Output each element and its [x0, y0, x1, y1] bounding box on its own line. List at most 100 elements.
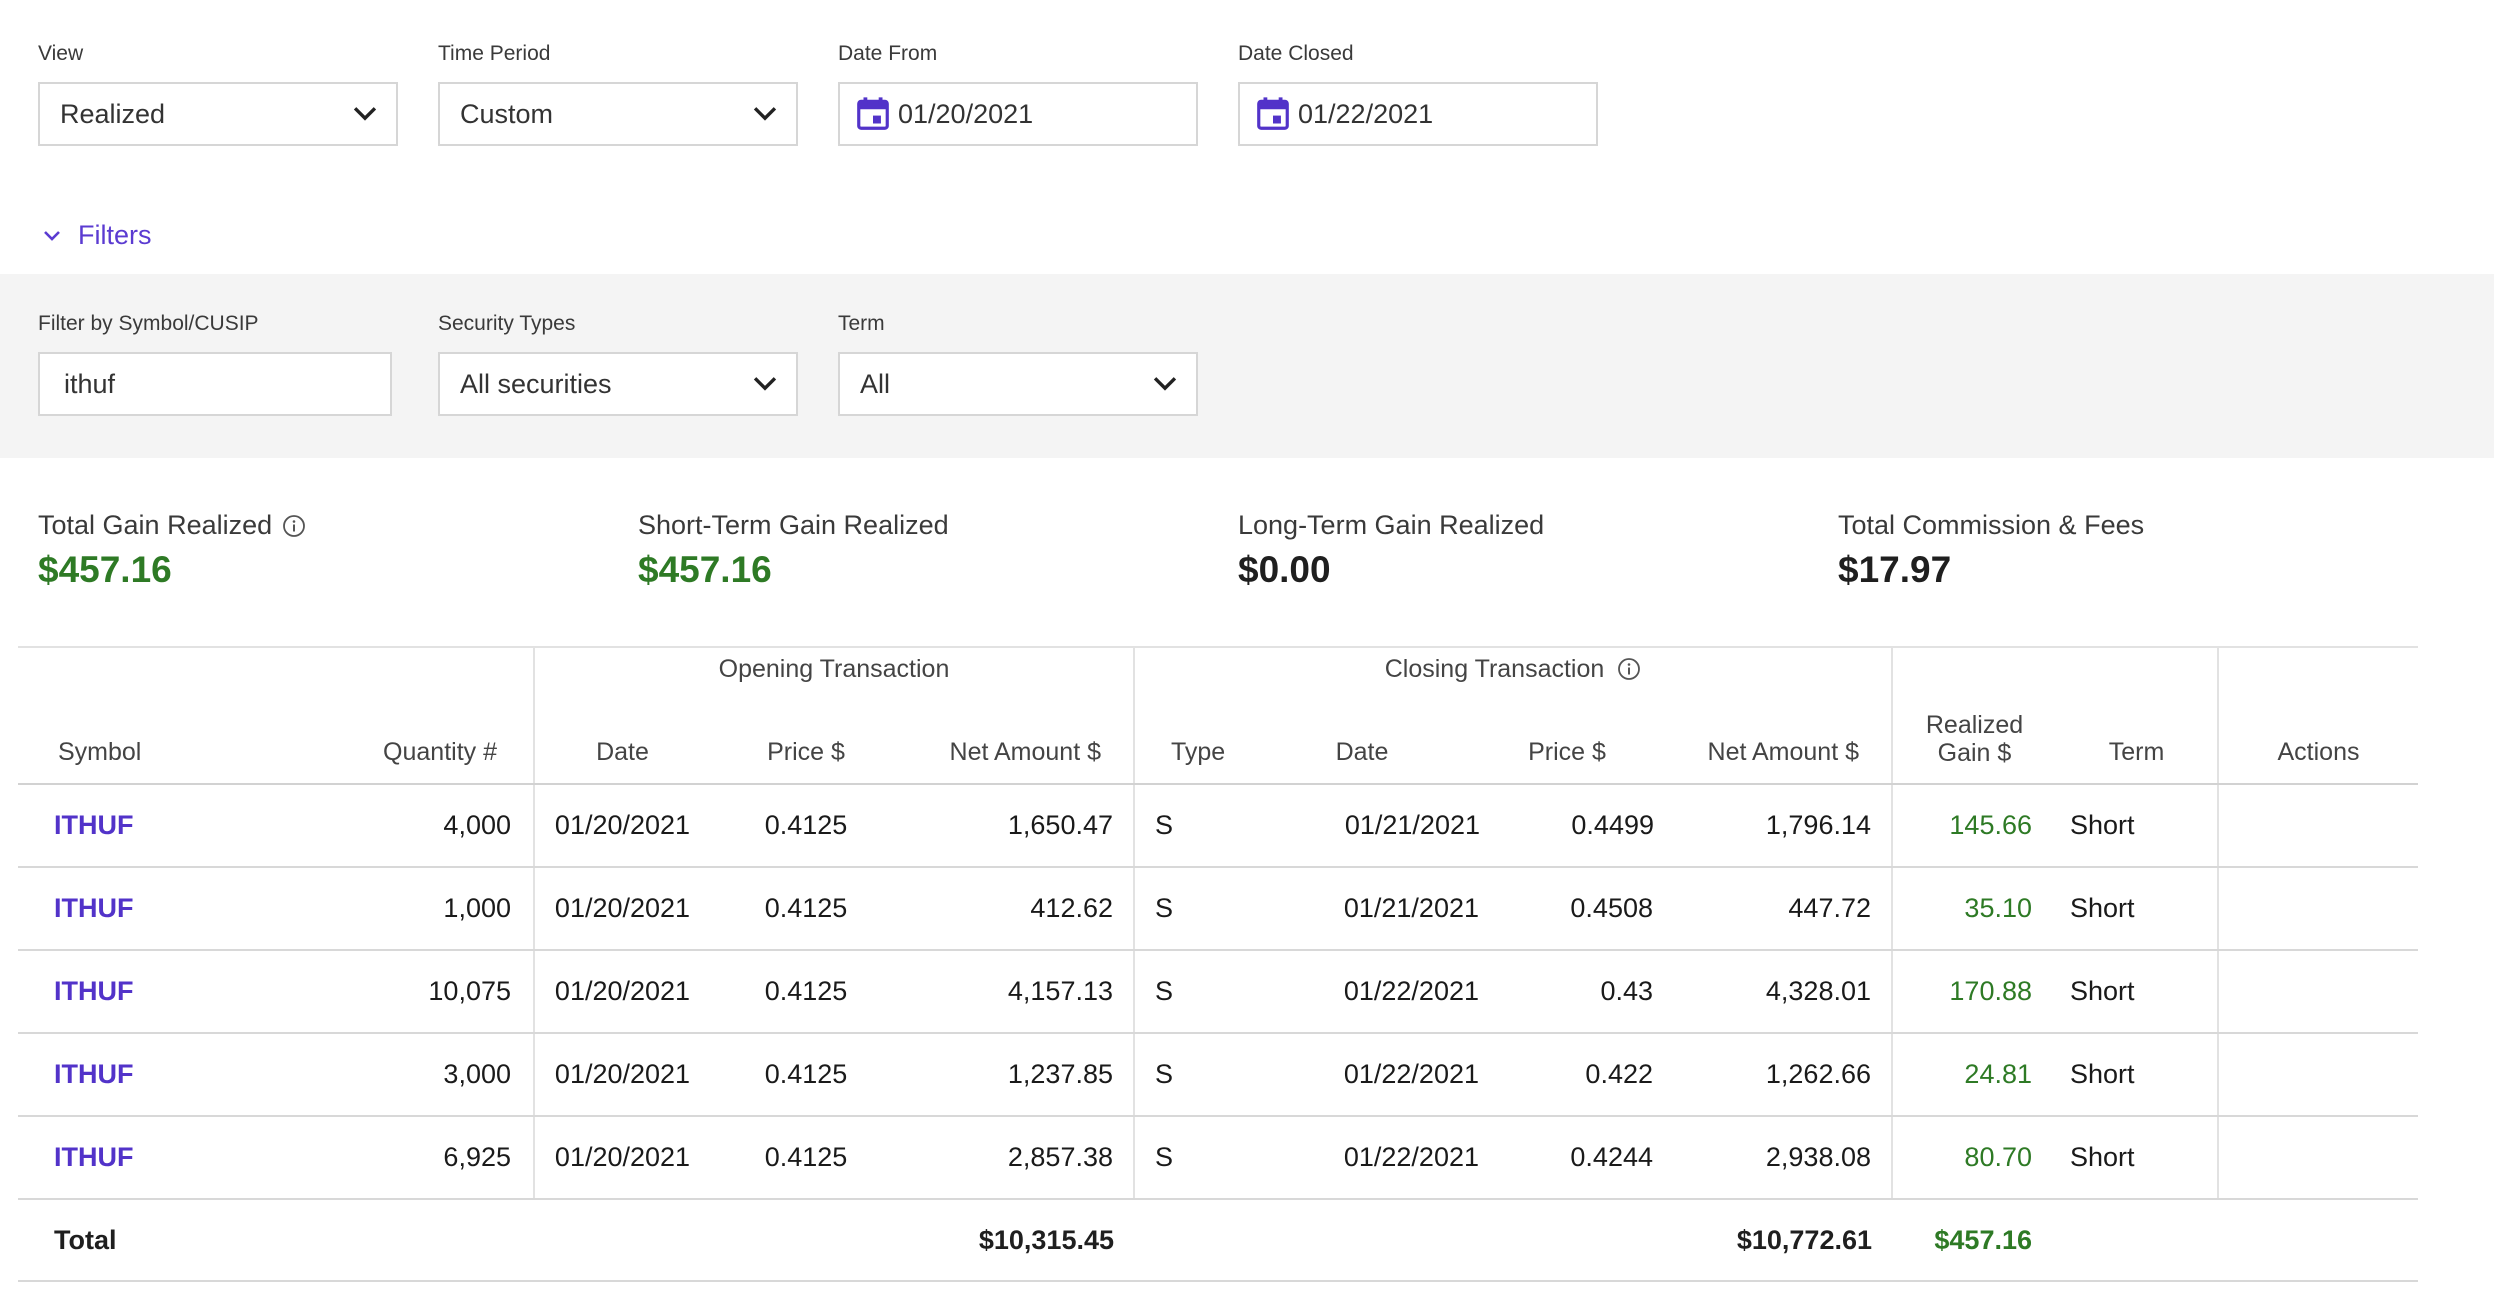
- term-cell: Short: [2056, 950, 2218, 1034]
- long-term-value: $0.00: [1238, 549, 1331, 590]
- short-term-summary: Short-Term Gain Realized $457.16: [638, 510, 949, 591]
- total-open-net: $10,315.45: [902, 1199, 1134, 1282]
- open-date-cell: 01/20/2021: [533, 1033, 710, 1117]
- open-price-cell: 0.4125: [710, 1116, 902, 1200]
- table-row: ITHUF 10,075 01/20/2021 0.4125 4,157.13 …: [18, 950, 2418, 1034]
- close-price-cell: 0.4244: [1480, 1116, 1654, 1200]
- term-cell: Short: [2056, 1033, 2218, 1117]
- term-cell: Short: [2056, 1116, 2218, 1200]
- open-date-cell: 01/20/2021: [533, 784, 710, 868]
- term-value: All: [860, 368, 891, 399]
- date-from-value: 01/20/2021: [898, 98, 1034, 129]
- filters-toggle[interactable]: Filters: [40, 220, 152, 251]
- col-symbol[interactable]: Symbol: [18, 690, 228, 785]
- short-term-label: Short-Term Gain Realized: [638, 510, 949, 540]
- type-cell: S: [1133, 1116, 1244, 1200]
- security-types-select[interactable]: All securities: [438, 352, 798, 416]
- view-select[interactable]: Realized: [38, 82, 398, 146]
- chevron-down-icon: [753, 377, 777, 391]
- col-realized-gain-line1: Realized: [1925, 711, 2024, 739]
- date-closed-value: 01/22/2021: [1298, 98, 1434, 129]
- actions-cell: [2217, 950, 2418, 1034]
- term-cell: Short: [2056, 867, 2218, 951]
- symbol-filter-value: ithuf: [64, 368, 116, 399]
- info-icon[interactable]: [282, 514, 306, 538]
- open-net-cell: 4,157.13: [902, 950, 1134, 1034]
- col-realized-gain[interactable]: Realized Gain $: [1891, 690, 2056, 785]
- close-net-cell: 447.72: [1654, 867, 1892, 951]
- security-types-value: All securities: [460, 368, 612, 399]
- col-actions: Actions: [2217, 690, 2418, 785]
- close-date-cell: 01/22/2021: [1244, 950, 1480, 1034]
- col-open-date[interactable]: Date: [533, 690, 710, 785]
- open-date-cell: 01/20/2021: [533, 1116, 710, 1200]
- col-close-net[interactable]: Net Amount $: [1654, 690, 1892, 785]
- long-term-summary: Long-Term Gain Realized $0.00: [1238, 510, 1544, 591]
- total-close-net: $10,772.61: [1654, 1199, 1892, 1282]
- open-net-cell: 2,857.38: [902, 1116, 1134, 1200]
- symbol-filter-input[interactable]: ithuf: [38, 352, 392, 416]
- actions-cell: [2217, 867, 2418, 951]
- time-period-label: Time Period: [438, 42, 551, 65]
- total-label: Total: [18, 1199, 228, 1282]
- actions-cell: [2217, 784, 2418, 868]
- term-select[interactable]: All: [838, 352, 1198, 416]
- filters-panel: [0, 274, 2494, 458]
- view-value: Realized: [60, 98, 166, 129]
- chevron-down-icon: [44, 230, 60, 241]
- closing-transaction-header: Closing Transaction: [1133, 646, 1892, 690]
- symbol-link[interactable]: ITHUF: [18, 784, 228, 868]
- close-net-cell: 4,328.01: [1654, 950, 1892, 1034]
- total-gain-summary: Total Gain Realized $457.16: [38, 510, 306, 591]
- close-price-cell: 0.43: [1480, 950, 1654, 1034]
- actions-cell: [2217, 1116, 2418, 1200]
- open-date-cell: 01/20/2021: [533, 950, 710, 1034]
- realized-gain-cell: 24.81: [1891, 1033, 2056, 1117]
- table-row: ITHUF 4,000 01/20/2021 0.4125 1,650.47 S…: [18, 784, 2418, 868]
- col-type[interactable]: Type: [1133, 690, 1244, 785]
- open-net-cell: 412.62: [902, 867, 1134, 951]
- symbol-link[interactable]: ITHUF: [18, 867, 228, 951]
- commission-value: $17.97: [1838, 549, 1952, 590]
- col-close-price[interactable]: Price $: [1480, 690, 1654, 785]
- date-from-label: Date From: [838, 42, 938, 65]
- calendar-icon: [857, 97, 889, 130]
- symbol-link[interactable]: ITHUF: [18, 1033, 228, 1117]
- date-from-input[interactable]: 01/20/2021: [838, 82, 1198, 146]
- gain-loss-table: Opening Transaction Closing Transaction …: [18, 646, 2418, 1282]
- opening-transaction-header: Opening Transaction: [533, 646, 1134, 690]
- open-price-cell: 0.4125: [710, 950, 902, 1034]
- info-icon[interactable]: [1617, 657, 1641, 681]
- type-cell: S: [1133, 1033, 1244, 1117]
- close-price-cell: 0.4499: [1480, 784, 1654, 868]
- quantity-cell: 10,075: [228, 950, 534, 1034]
- quantity-cell: 3,000: [228, 1033, 534, 1117]
- commission-summary: Total Commission & Fees $17.97: [1838, 510, 2144, 591]
- chevron-down-icon: [1153, 377, 1177, 391]
- symbol-link[interactable]: ITHUF: [18, 1116, 228, 1200]
- term-label: Term: [838, 312, 885, 335]
- time-period-select[interactable]: Custom: [438, 82, 798, 146]
- date-closed-label: Date Closed: [1238, 42, 1354, 65]
- col-open-net[interactable]: Net Amount $: [902, 690, 1134, 785]
- commission-label: Total Commission & Fees: [1838, 510, 2145, 540]
- open-net-cell: 1,237.85: [902, 1033, 1134, 1117]
- type-cell: S: [1133, 867, 1244, 951]
- close-date-cell: 01/22/2021: [1244, 1116, 1480, 1200]
- symbol-link[interactable]: ITHUF: [18, 950, 228, 1034]
- close-net-cell: 1,262.66: [1654, 1033, 1892, 1117]
- col-open-price[interactable]: Price $: [710, 690, 902, 785]
- col-quantity[interactable]: Quantity #: [228, 690, 534, 785]
- total-realized-gain: $457.16: [1892, 1199, 2056, 1282]
- short-term-value: $457.16: [638, 549, 772, 590]
- total-gain-label: Total Gain Realized: [38, 510, 273, 540]
- date-closed-input[interactable]: 01/22/2021: [1238, 82, 1598, 146]
- filters-toggle-label: Filters: [78, 220, 152, 250]
- col-term[interactable]: Term: [2056, 690, 2218, 785]
- close-price-cell: 0.422: [1480, 1033, 1654, 1117]
- table-row: ITHUF 3,000 01/20/2021 0.4125 1,237.85 S…: [18, 1033, 2418, 1117]
- col-close-date[interactable]: Date: [1244, 690, 1480, 785]
- type-cell: S: [1133, 950, 1244, 1034]
- table-row: ITHUF 6,925 01/20/2021 0.4125 2,857.38 S…: [18, 1116, 2418, 1200]
- time-period-value: Custom: [460, 98, 554, 129]
